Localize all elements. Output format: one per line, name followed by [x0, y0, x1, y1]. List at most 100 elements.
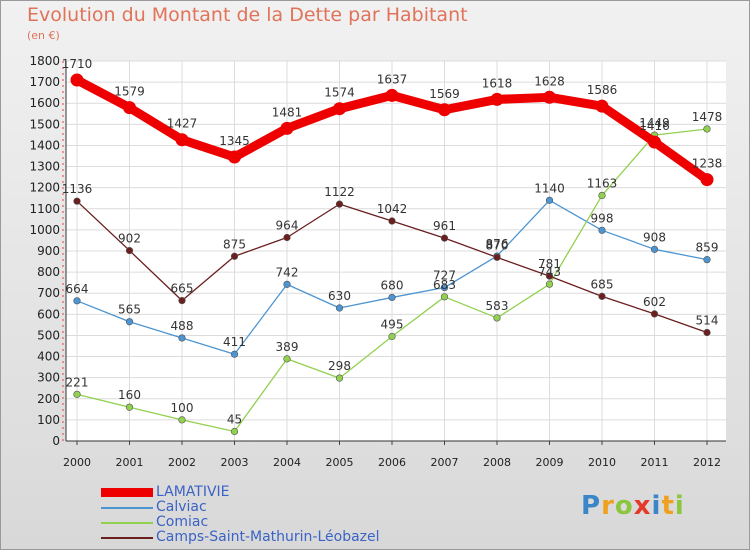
data-point	[175, 133, 189, 147]
x-tick-label: 2010	[588, 456, 616, 469]
data-label: 1586	[587, 83, 618, 97]
data-point	[125, 403, 134, 411]
data-label: 583	[486, 299, 509, 313]
y-tick-label: 200	[37, 392, 60, 406]
data-point	[598, 226, 606, 234]
y-tick-label: 1800	[29, 54, 60, 68]
y-tick-label: 1500	[29, 117, 60, 131]
data-label: 1238	[692, 157, 723, 171]
logo-letter: i	[651, 491, 662, 521]
data-label: 1427	[167, 117, 198, 131]
data-point	[70, 73, 84, 87]
data-point	[178, 334, 186, 342]
x-tick-label: 2002	[168, 456, 196, 469]
axes: 0 100 200 300 400 500 600 700 800 900 1000 1100 1200…	[29, 54, 726, 469]
x-tick-label: 2003	[221, 456, 249, 469]
data-point	[440, 283, 449, 292]
data-point	[440, 234, 449, 242]
data-point	[388, 217, 396, 225]
logo-letter: i	[674, 491, 685, 521]
data-label: 298	[328, 359, 351, 373]
y-tick-label: 800	[37, 265, 60, 279]
data-point	[700, 173, 714, 187]
legend-label: Comiac	[156, 514, 209, 530]
data-point	[73, 390, 81, 398]
data-point	[230, 350, 239, 358]
data-point	[125, 246, 134, 255]
legend-item: Camps-Saint-Mathurin-Léobazel	[101, 530, 380, 545]
x-tick-label: 2008	[483, 456, 511, 469]
data-point	[335, 200, 344, 208]
data-point	[650, 310, 659, 318]
legend: LAMATIVIE Calviac Comiac Camps-Saint-Mathur…	[101, 485, 380, 545]
data-point	[178, 416, 186, 424]
x-tick-label: 2004	[273, 456, 301, 469]
data-point	[493, 314, 501, 322]
legend-item: LAMATIVIE	[101, 485, 380, 500]
data-point	[73, 197, 81, 205]
data-label: 870	[486, 238, 509, 252]
data-point	[280, 121, 294, 135]
data-label: 1345	[219, 134, 250, 148]
data-point	[598, 292, 606, 300]
legend-label: LAMATIVIE	[156, 484, 230, 500]
data-point	[648, 135, 661, 149]
data-point	[703, 256, 711, 264]
data-label: 602	[643, 295, 666, 309]
data-point	[490, 92, 504, 106]
legend-swatch	[101, 506, 153, 509]
data-label: 875	[223, 237, 246, 251]
data-point	[385, 88, 399, 102]
data-label: 565	[118, 303, 141, 317]
data-point	[388, 332, 396, 341]
data-label: 1122	[324, 185, 355, 199]
data-label: 961	[433, 219, 456, 233]
data-label: 1618	[482, 76, 513, 90]
data-label: 743	[538, 265, 561, 279]
series-lines	[70, 73, 714, 436]
data-point	[335, 374, 344, 382]
data-point	[543, 90, 556, 104]
data-label: 902	[118, 232, 141, 246]
data-label: 742	[276, 265, 299, 279]
data-point	[123, 101, 136, 115]
logo-letter: o	[614, 491, 634, 521]
data-label: 859	[696, 241, 719, 255]
chart-subtitle: (en €)	[27, 29, 60, 42]
data-point	[283, 280, 291, 288]
y-tick-label: 1000	[29, 223, 60, 237]
data-point	[595, 99, 609, 113]
logo-letter: t	[661, 491, 675, 521]
data-point	[283, 355, 291, 363]
x-tick-label: 2009	[536, 456, 564, 469]
data-label: 1481	[272, 105, 303, 119]
data-point	[438, 103, 451, 117]
data-point	[178, 297, 186, 305]
data-point	[545, 196, 554, 204]
x-tick-label: 2011	[641, 456, 669, 469]
logo-letter: r	[601, 491, 615, 521]
data-point	[440, 293, 449, 301]
y-tick-label: 900	[37, 244, 60, 258]
y-tick-label: 100	[37, 413, 60, 427]
data-point	[703, 328, 711, 337]
proxiti-logo: Proxiti	[581, 491, 685, 521]
data-point	[283, 233, 291, 242]
data-point	[335, 304, 344, 312]
data-label: 1478	[692, 110, 723, 124]
data-label: 495	[381, 318, 404, 332]
data-label: 998	[591, 211, 614, 225]
x-tick-label: 2006	[378, 456, 406, 469]
data-point	[228, 150, 241, 164]
data-label: 1579	[114, 85, 145, 99]
legend-swatch	[101, 521, 153, 524]
legend-item: Calviac	[101, 500, 380, 515]
data-label: 908	[643, 230, 666, 244]
data-label: 160	[118, 388, 141, 402]
logo-letter: P	[581, 491, 602, 521]
data-point	[230, 252, 239, 260]
y-tick-label: 700	[37, 286, 60, 300]
y-tick-label: 400	[37, 350, 60, 364]
